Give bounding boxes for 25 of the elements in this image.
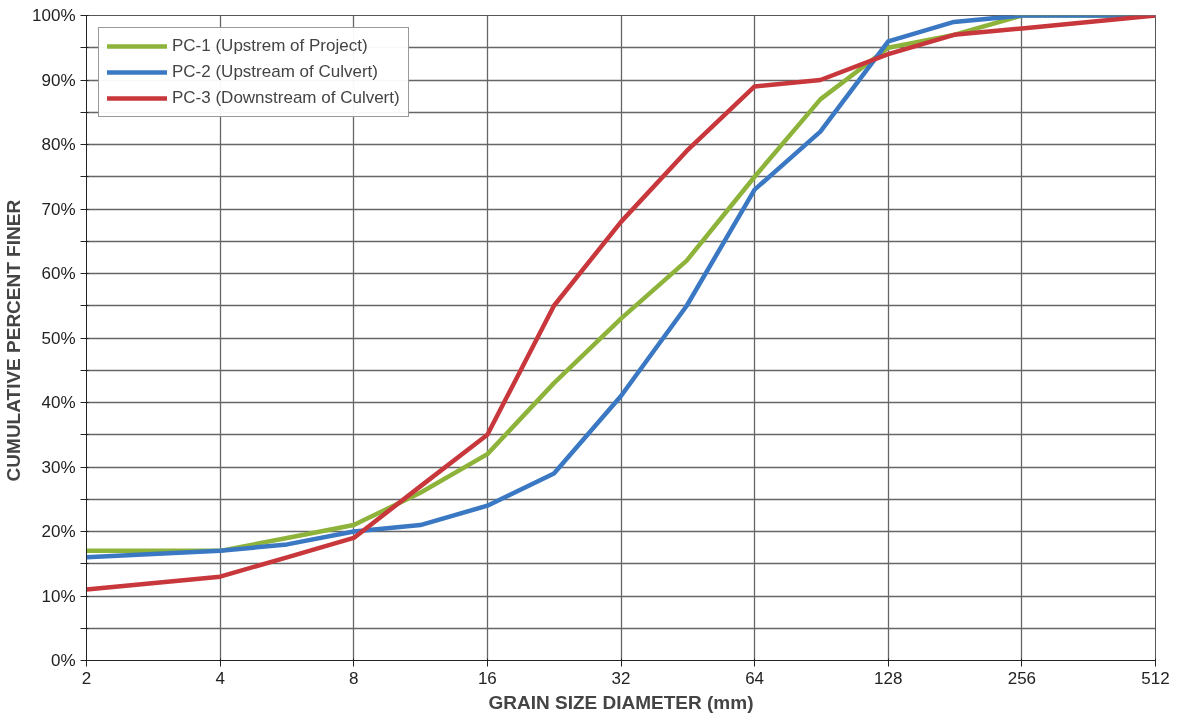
legend-label: PC-2 (Upstream of Culvert): [172, 62, 378, 82]
y-tick-label: 90%: [41, 70, 76, 90]
x-tick-label: 16: [477, 668, 497, 688]
y-tick-label: 40%: [41, 393, 76, 412]
x-tick-label: 32: [611, 668, 631, 688]
x-tick-label: 2: [81, 668, 92, 688]
legend-label: PC-1 (Upstrem of Project): [172, 36, 368, 56]
legend-label: PC-3 (Downstream of Culvert): [172, 88, 400, 108]
x-tick-label: 256: [1007, 668, 1037, 688]
y-tick-label: 50%: [41, 328, 76, 348]
y-tick-label: 0%: [50, 651, 76, 670]
y-tick-label: 80%: [41, 135, 76, 154]
x-tick-label: 64: [745, 668, 765, 688]
y-tick-label: 20%: [41, 522, 76, 541]
y-tick-label: 30%: [41, 457, 76, 477]
y-tick-label: 100%: [32, 6, 76, 25]
x-tick-label: 128: [874, 668, 903, 688]
x-tick-label: 512: [1141, 668, 1170, 688]
x-axis-title: GRAIN SIZE DIAMETER (mm): [488, 691, 754, 713]
y-tick-label: 10%: [41, 586, 76, 606]
x-tick-label: 4: [215, 668, 225, 688]
y-axis-title: CUMULATIVE PERCENT FINER: [3, 199, 25, 482]
y-tick-label: 70%: [41, 199, 76, 219]
y-tick-label: 60%: [41, 264, 76, 283]
x-tick-label: 8: [349, 668, 359, 688]
